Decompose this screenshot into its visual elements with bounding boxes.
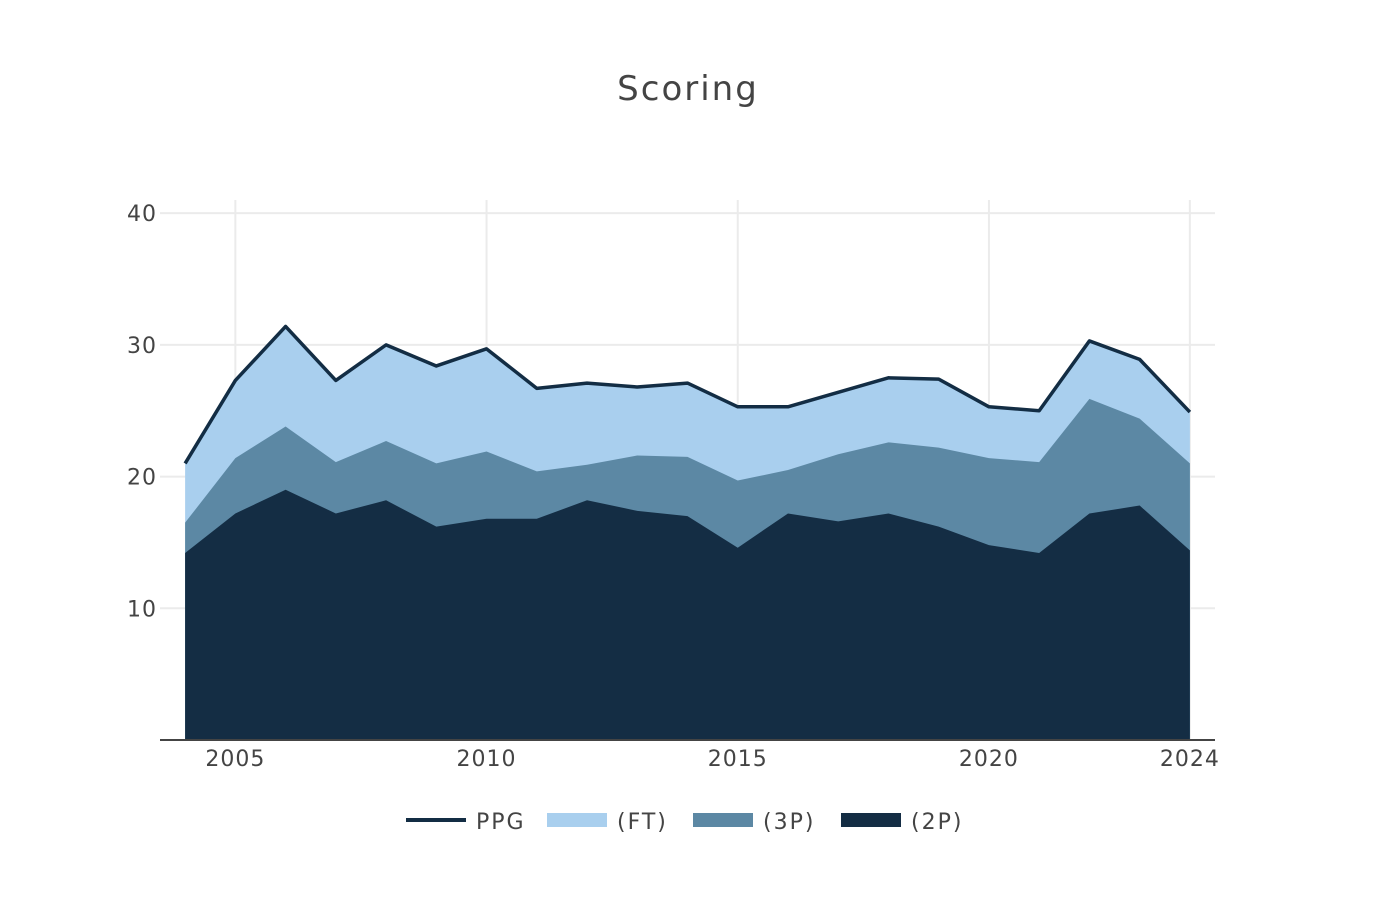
x-tick-label: 2020 [959,747,1019,772]
y-tick-label: 40 [127,202,157,227]
legend-swatch-ft [547,813,607,827]
legend-label-3p: (3P) [763,810,815,835]
x-tick-label: 2024 [1160,747,1220,772]
legend-label-2p: (2P) [911,810,963,835]
x-tick-label: 2005 [205,747,265,772]
legend-label-ppg: PPG [476,810,526,835]
y-tick-label: 20 [127,466,157,491]
x-tick-label: 2015 [708,747,768,772]
y-tick-label: 30 [127,334,157,359]
y-tick-label: 10 [127,597,157,622]
x-tick-label: 2010 [457,747,517,772]
legend: PPG (FT) (3P) (2P) [406,810,963,835]
chart-title: Scoring [617,69,759,109]
legend-label-ft: (FT) [617,810,668,835]
legend-swatch-2p [841,813,901,827]
area-series [185,326,1190,740]
legend-swatch-3p [693,813,753,827]
